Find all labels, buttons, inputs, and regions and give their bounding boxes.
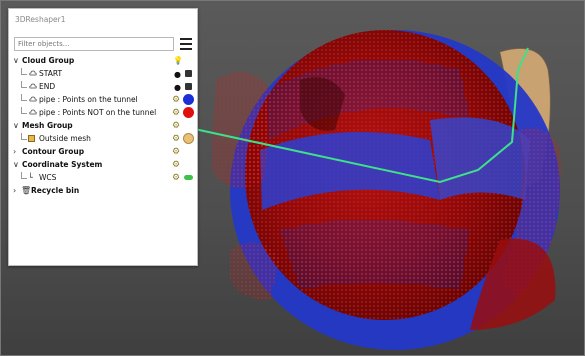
menu-icon[interactable] bbox=[180, 38, 192, 50]
color-swatch-red[interactable] bbox=[183, 107, 194, 118]
cloud-icon bbox=[29, 83, 37, 89]
panel-title: 3DReshaper1 bbox=[15, 15, 66, 24]
gear-icon[interactable]: ⚙ bbox=[172, 108, 181, 118]
coordinate-system-label: Coordinate System bbox=[22, 160, 103, 169]
mesh-group-label: Mesh Group bbox=[22, 121, 73, 130]
end-label: END bbox=[39, 82, 56, 91]
tree-item-start[interactable]: START ● bbox=[9, 68, 197, 80]
tree-item-mesh-group[interactable]: ∨ Mesh Group ⚙ bbox=[9, 120, 197, 132]
axes-icon: └ bbox=[28, 173, 33, 182]
wcs-toggle[interactable] bbox=[184, 175, 193, 180]
gear-icon[interactable]: ⚙ bbox=[172, 147, 181, 157]
chevron-right-icon[interactable]: › bbox=[13, 147, 17, 156]
contour-group-label: Contour Group bbox=[22, 147, 85, 156]
gear-icon[interactable]: ⚙ bbox=[172, 160, 181, 170]
mesh-icon bbox=[28, 135, 35, 142]
trash-icon: 🗑 bbox=[21, 186, 32, 195]
tree-item-pipe-on-tunnel[interactable]: pipe : Points on the tunnel ⚙ bbox=[9, 94, 197, 106]
recycle-bin-label: Recycle bin bbox=[31, 186, 80, 195]
tree-item-outside-mesh[interactable]: Outside mesh ⚙ bbox=[9, 133, 197, 145]
wcs-label: WCS bbox=[39, 173, 57, 182]
chevron-down-icon[interactable]: ∨ bbox=[13, 121, 19, 130]
pipe-not-label: pipe : Points NOT on the tunnel bbox=[39, 108, 157, 117]
cloud-icon bbox=[29, 70, 37, 76]
gear-icon[interactable]: ⚙ bbox=[172, 134, 181, 144]
gear-icon[interactable]: ⚙ bbox=[172, 95, 181, 105]
start-label: START bbox=[39, 69, 63, 78]
tree-item-coordinate-system[interactable]: ∨ Coordinate System ⚙ bbox=[9, 159, 197, 171]
gear-icon[interactable]: ⚙ bbox=[172, 121, 181, 131]
tree-item-end[interactable]: END ● bbox=[9, 81, 197, 93]
tree-item-wcs[interactable]: └ WCS ⚙ bbox=[9, 172, 197, 184]
filter-objects-input[interactable] bbox=[14, 37, 174, 51]
bulb-icon[interactable]: 💡 bbox=[173, 56, 183, 65]
cloud-icon bbox=[29, 96, 37, 102]
tree-item-pipe-not-on-tunnel[interactable]: pipe : Points NOT on the tunnel ⚙ bbox=[9, 107, 197, 119]
cloud-group-label: Cloud Group bbox=[22, 56, 75, 65]
bulb-icon[interactable]: ● bbox=[174, 70, 181, 79]
chevron-down-icon[interactable]: ∨ bbox=[13, 56, 19, 65]
tree-item-cloud-group[interactable]: ∨ Cloud Group 💡 bbox=[9, 55, 197, 67]
color-swatch-blue[interactable] bbox=[183, 94, 194, 105]
pipe-on-label: pipe : Points on the tunnel bbox=[39, 95, 138, 104]
object-tree-panel: 3DReshaper1 ∨ Cloud Group 💡 START ● END … bbox=[8, 8, 198, 266]
gear-icon[interactable]: ⚙ bbox=[172, 173, 181, 183]
tree-item-contour-group[interactable]: › Contour Group ⚙ bbox=[9, 146, 197, 158]
chevron-right-icon[interactable]: › bbox=[13, 186, 17, 195]
outside-mesh-label: Outside mesh bbox=[39, 134, 91, 143]
tree-item-recycle-bin[interactable]: › 🗑 Recycle bin bbox=[9, 185, 197, 197]
lock-icon[interactable] bbox=[185, 70, 192, 77]
chevron-down-icon[interactable]: ∨ bbox=[13, 160, 19, 169]
lock-icon[interactable] bbox=[185, 83, 192, 90]
color-swatch-tan[interactable] bbox=[183, 133, 194, 144]
cloud-icon bbox=[29, 109, 37, 115]
bulb-icon[interactable]: ● bbox=[174, 83, 181, 92]
